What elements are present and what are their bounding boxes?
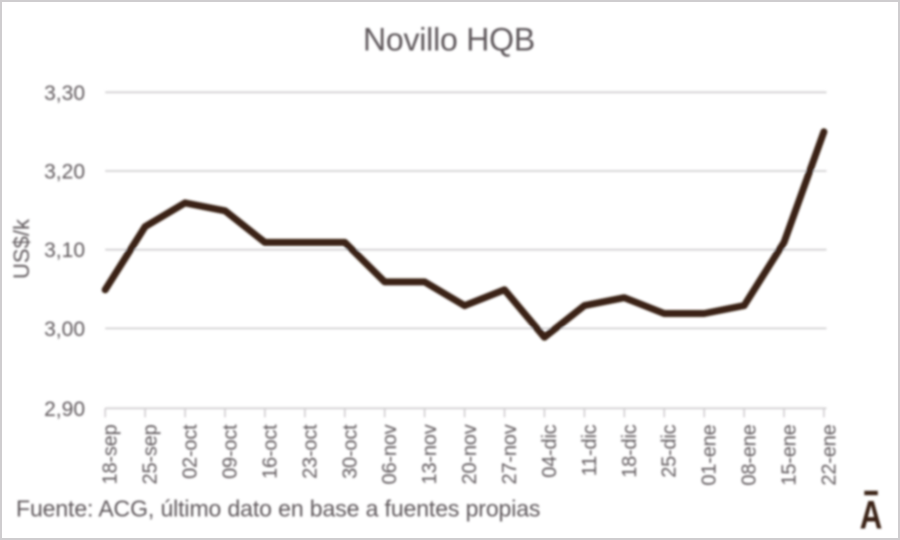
svg-text:15-ene: 15-ene (779, 424, 801, 485)
svg-text:04-dic: 04-dic (539, 424, 561, 477)
svg-text:16-oct: 16-oct (259, 424, 281, 479)
svg-text:09-oct: 09-oct (220, 424, 242, 479)
svg-text:3,10: 3,10 (44, 239, 85, 262)
svg-text:08-ene: 08-ene (739, 424, 761, 485)
svg-text:22-ene: 22-ene (818, 424, 840, 485)
svg-text:3,30: 3,30 (44, 82, 85, 105)
svg-text:US$/k: US$/k (9, 218, 34, 279)
svg-text:3,20: 3,20 (44, 161, 85, 184)
svg-text:11-dic: 11-dic (579, 424, 601, 476)
svg-text:Fuente: ACG, último dato en ba: Fuente: ACG, último dato en base a fuent… (16, 496, 540, 522)
svg-text:06-nov: 06-nov (379, 424, 401, 484)
svg-text:18-sep: 18-sep (100, 424, 122, 484)
svg-text:13-nov: 13-nov (419, 424, 441, 484)
svg-text:18-dic: 18-dic (619, 424, 641, 477)
svg-text:25-sep: 25-sep (140, 424, 162, 484)
svg-text:01-ene: 01-ene (699, 424, 721, 485)
svg-text:25-dic: 25-dic (659, 424, 681, 477)
svg-text:23-oct: 23-oct (299, 424, 321, 479)
svg-text:30-oct: 30-oct (339, 424, 361, 479)
svg-text:2,90: 2,90 (44, 398, 85, 421)
svg-text:A: A (860, 493, 883, 538)
svg-text:02-oct: 02-oct (180, 424, 202, 479)
svg-text:3,00: 3,00 (44, 318, 85, 341)
svg-text:20-nov: 20-nov (459, 424, 481, 484)
svg-text:27-nov: 27-nov (499, 424, 521, 484)
svg-text:Novillo HQB: Novillo HQB (363, 22, 535, 58)
